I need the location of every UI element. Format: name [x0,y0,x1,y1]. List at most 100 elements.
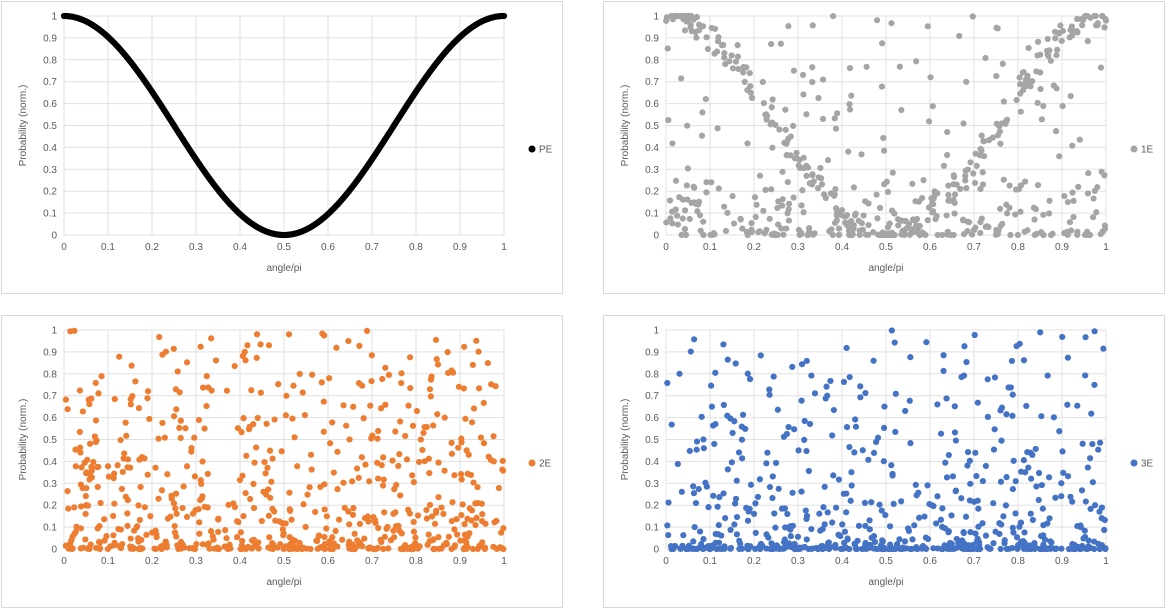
data-point [1070,213,1077,221]
data-point [389,457,396,464]
data-point [741,78,748,85]
data-point [343,422,350,429]
data-point [77,545,84,552]
data-point [448,439,455,446]
data-point [714,125,721,132]
data-point [265,512,272,519]
data-point [689,545,696,552]
data-point [950,172,957,179]
x-tick-label: 1 [501,242,507,253]
data-point [253,354,260,361]
data-point [445,533,452,540]
data-point [1027,510,1034,517]
data-point [423,515,430,522]
data-point [733,477,740,484]
data-point [374,459,381,466]
data-point [849,231,856,239]
data-point [346,521,353,528]
y-tick-label: 0 [51,545,57,556]
data-point [110,512,117,520]
y-tick-label: 0.5 [645,435,659,446]
data-point [959,216,967,223]
series-PE [60,12,508,239]
data-point [182,425,189,432]
x-tick-label: 0.8 [409,242,423,253]
chart-2e: 0 0.1 0.2 0.3 0.4 0.5 0.6 0.7 0.8 0.9 1 0 0.1 0.2 0.3 0… [18,326,552,589]
data-point [246,423,253,430]
data-point [330,469,337,476]
data-point [803,448,810,455]
y-tick-label: 0.5 [43,435,57,446]
data-point [493,545,500,553]
x-tick-label: 1 [1103,556,1109,567]
data-point [76,387,84,394]
data-point [769,96,776,103]
data-point [1003,201,1010,208]
data-point [451,472,458,479]
data-point [843,545,850,552]
data-point [382,364,389,371]
data-point [164,471,171,478]
data-point [111,539,118,546]
data-point [434,411,441,418]
data-point [729,193,736,200]
data-point [1058,37,1065,45]
data-point [852,423,860,430]
data-point [191,434,198,441]
data-point [1057,22,1064,29]
data-point [677,545,684,552]
data-point [399,545,406,552]
data-point [1000,98,1007,105]
data-point [1056,29,1063,36]
data-point [727,526,734,534]
data-point [143,531,150,538]
x-tick-label: 0.7 [967,242,981,253]
data-point [152,545,160,553]
data-point [423,506,430,514]
data-point [375,427,382,435]
data-point [248,387,255,394]
data-point [975,523,982,530]
data-point [664,522,671,529]
data-point [960,529,967,537]
chart-panel-1e: 0 0.1 0.2 0.3 0.4 0.5 0.6 0.7 0.8 0.9 1 0 0.1 0.2 0.3 0… [603,1,1165,294]
data-point [1010,529,1017,536]
data-point [104,463,112,470]
data-point [858,151,865,158]
data-point [385,545,392,552]
x-tick-label: 0.9 [453,242,467,253]
data-point [848,482,855,489]
data-point [943,395,950,402]
data-point [479,511,486,518]
data-point [984,544,991,551]
data-point [979,181,987,188]
data-point [754,493,762,501]
data-point [916,514,923,521]
data-point [846,373,853,381]
data-point [896,536,903,543]
data-point [1000,513,1007,520]
data-point [974,545,981,553]
data-point [909,180,916,187]
data-point [865,456,872,463]
data-point [198,480,205,487]
data-point [970,170,977,177]
data-point [1033,68,1040,75]
data-point [286,545,293,553]
data-point [922,534,930,541]
data-point [699,23,707,30]
data-point [1097,64,1105,71]
y-tick-label: 0.2 [645,187,659,198]
data-point [133,524,140,531]
y-tick-label: 0.6 [645,413,659,424]
data-point [967,159,974,166]
data-point [779,196,786,203]
data-point [700,436,707,443]
data-point [743,504,750,511]
data-point [833,504,840,511]
data-point [934,401,941,408]
data-point [1004,210,1011,217]
data-point [801,436,808,443]
data-point [286,489,293,496]
data-point [271,416,278,423]
